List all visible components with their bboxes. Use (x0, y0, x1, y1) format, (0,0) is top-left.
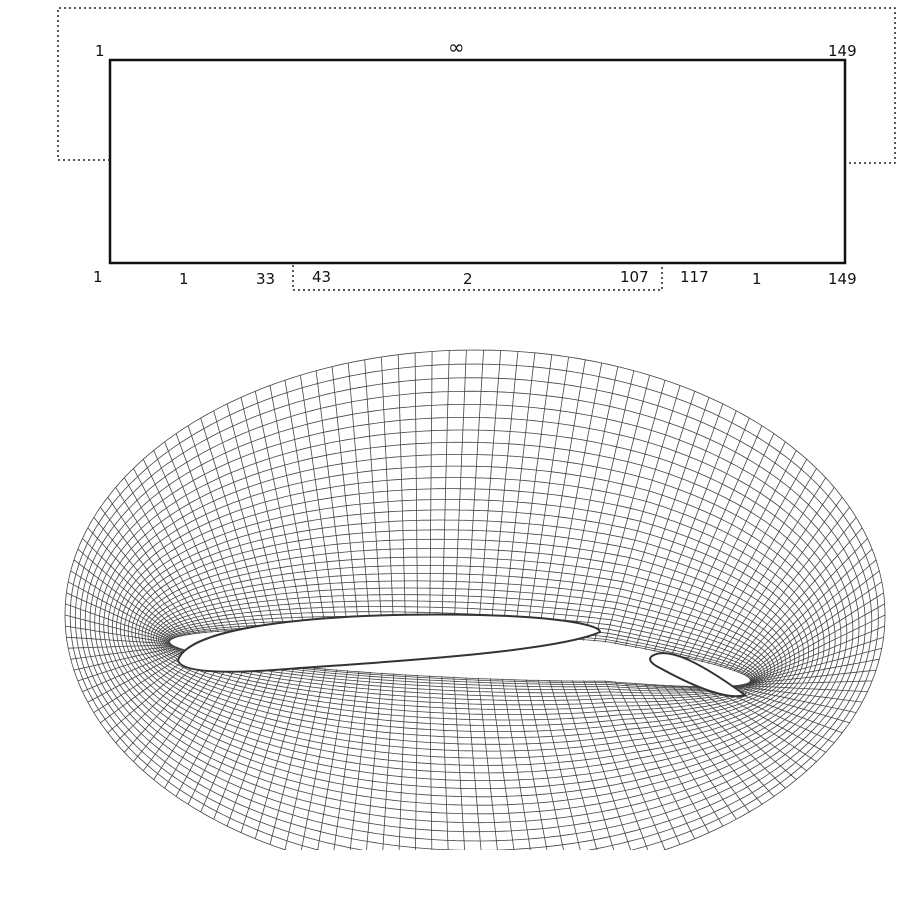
bottom-label: 2 (463, 270, 473, 288)
bottom-label: 1 (93, 268, 103, 286)
outer-dotted-boundary (57, 7, 896, 164)
bottom-label: 33 (256, 270, 275, 288)
flap (649, 652, 748, 698)
bottom-label: 43 (312, 268, 331, 286)
top-label: 1 (95, 42, 105, 60)
top-label: ∞ (448, 35, 465, 59)
bottom-label: 1 (179, 270, 189, 288)
cut-dotted-boundary (292, 265, 663, 291)
bottom-label: 107 (620, 268, 649, 286)
bottom-label: 1 (752, 270, 762, 288)
grid-mesh-group (64, 349, 886, 850)
bottom-label: 149 (828, 270, 857, 288)
bottom-label: 117 (680, 268, 709, 286)
domain-rectangle (108, 58, 847, 265)
main-airfoil (176, 613, 602, 673)
top-label: 149 (828, 42, 857, 60)
grid-mesh (64, 349, 886, 850)
